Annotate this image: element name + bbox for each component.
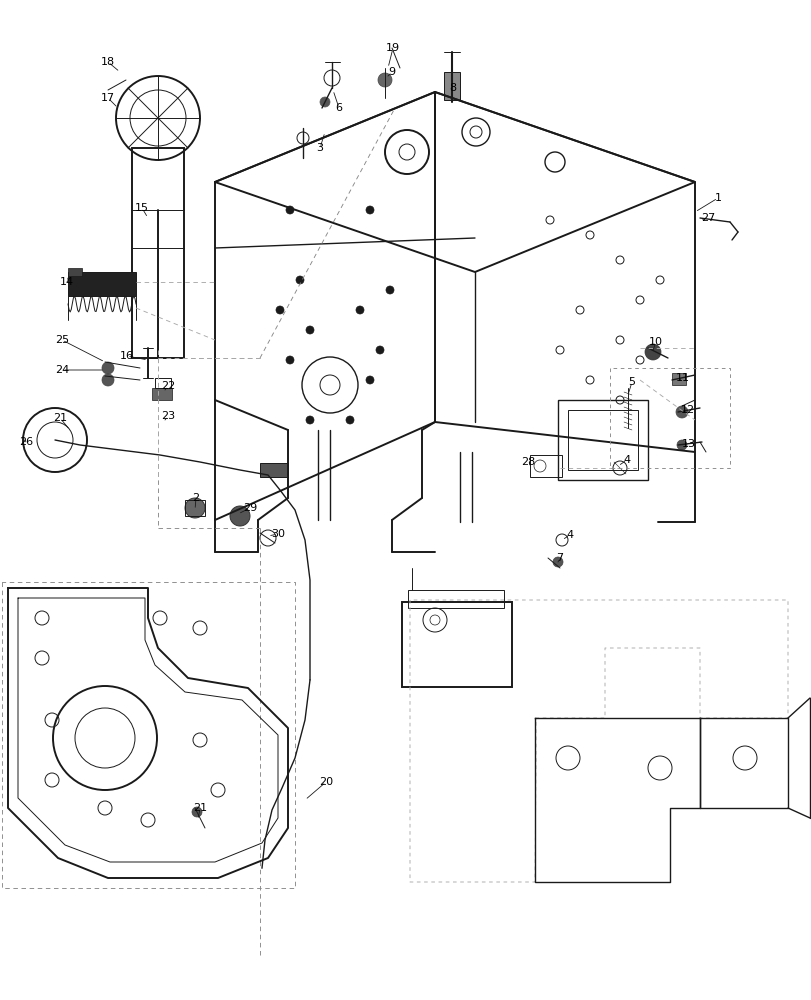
- Circle shape: [345, 416, 354, 424]
- Bar: [68, 272, 135, 296]
- Text: 5: 5: [628, 377, 635, 387]
- Text: 17: 17: [101, 93, 115, 103]
- Bar: [444, 72, 460, 100]
- Text: 12: 12: [680, 405, 694, 415]
- Text: 29: 29: [242, 503, 257, 513]
- Circle shape: [285, 356, 294, 364]
- Text: 4: 4: [566, 530, 573, 540]
- Circle shape: [306, 416, 314, 424]
- Bar: [401, 602, 512, 687]
- Text: 13: 13: [681, 439, 695, 449]
- Circle shape: [355, 306, 363, 314]
- Text: 27: 27: [700, 213, 714, 223]
- Circle shape: [306, 326, 314, 334]
- Bar: [672, 373, 685, 385]
- Text: 4: 4: [623, 455, 630, 465]
- Text: 25: 25: [55, 335, 69, 345]
- Bar: [155, 378, 171, 388]
- Text: 18: 18: [101, 57, 115, 67]
- Circle shape: [676, 440, 686, 450]
- Circle shape: [366, 206, 374, 214]
- Text: 26: 26: [19, 437, 33, 447]
- Circle shape: [185, 498, 204, 518]
- Circle shape: [366, 376, 374, 384]
- Text: 6: 6: [335, 103, 342, 113]
- Circle shape: [552, 557, 562, 567]
- Circle shape: [378, 73, 392, 87]
- Bar: [68, 268, 82, 276]
- Text: 11: 11: [676, 373, 689, 383]
- Circle shape: [285, 206, 294, 214]
- Bar: [185, 500, 204, 516]
- Bar: [132, 148, 184, 358]
- Text: 3: 3: [316, 143, 323, 153]
- Bar: [260, 463, 288, 477]
- Bar: [557, 400, 647, 480]
- Text: 22: 22: [161, 381, 175, 391]
- Text: 10: 10: [648, 337, 663, 347]
- Circle shape: [375, 346, 384, 354]
- Text: 8: 8: [448, 83, 456, 93]
- Circle shape: [230, 506, 250, 526]
- Bar: [152, 388, 172, 400]
- Text: 21: 21: [53, 413, 67, 423]
- Bar: [568, 410, 637, 470]
- Text: 28: 28: [520, 457, 534, 467]
- Bar: [530, 455, 561, 477]
- Text: 20: 20: [319, 777, 333, 787]
- Circle shape: [385, 286, 393, 294]
- Text: 7: 7: [556, 553, 563, 563]
- Bar: [407, 590, 504, 608]
- Text: 14: 14: [60, 277, 74, 287]
- Circle shape: [191, 807, 202, 817]
- Circle shape: [296, 276, 303, 284]
- Text: 23: 23: [161, 411, 175, 421]
- Circle shape: [276, 306, 284, 314]
- Text: 2: 2: [192, 493, 200, 503]
- Text: 30: 30: [271, 529, 285, 539]
- Text: 9: 9: [388, 67, 395, 77]
- Circle shape: [644, 344, 660, 360]
- Circle shape: [102, 374, 114, 386]
- Circle shape: [320, 97, 329, 107]
- Text: 16: 16: [120, 351, 134, 361]
- Text: 19: 19: [385, 43, 400, 53]
- Circle shape: [102, 362, 114, 374]
- Circle shape: [676, 406, 687, 418]
- Text: 15: 15: [135, 203, 148, 213]
- Text: 1: 1: [714, 193, 721, 203]
- Text: 21: 21: [193, 803, 207, 813]
- Text: 24: 24: [55, 365, 69, 375]
